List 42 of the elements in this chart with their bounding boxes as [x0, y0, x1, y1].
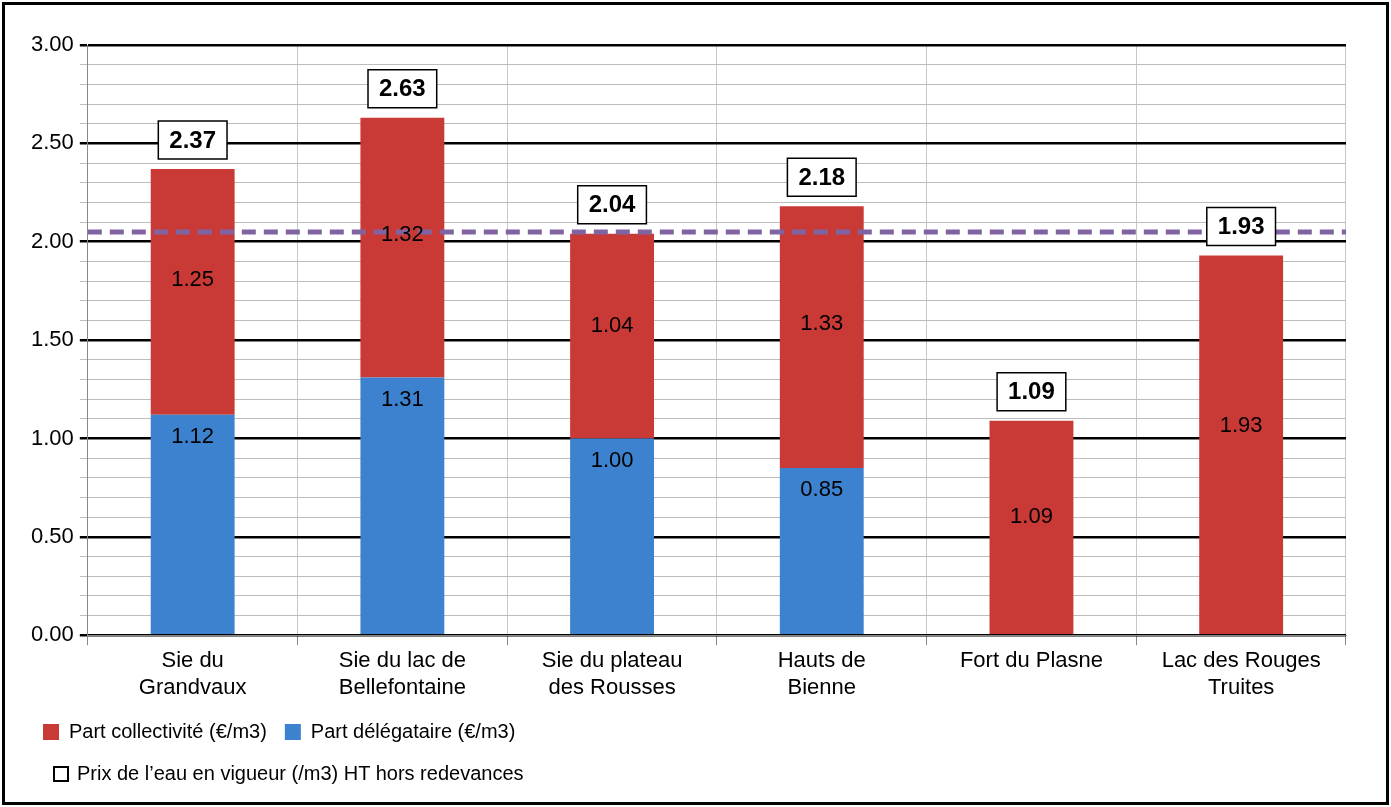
data-label: 1.04 — [590, 312, 634, 337]
data-label: 1.00 — [590, 446, 634, 472]
data-label: 1.33 — [800, 310, 844, 336]
y-tick-label: 1.00 — [30, 424, 74, 450]
y-tick-label: 2.00 — [30, 227, 74, 253]
y-tick-label: 0.50 — [30, 522, 74, 548]
bar — [570, 233, 654, 439]
y-tick-label: 3.00 — [30, 31, 74, 57]
total-label: 2.18 — [798, 162, 846, 190]
data-label: 1.31 — [380, 385, 424, 411]
y-tick-label: 1.50 — [30, 326, 74, 352]
y-tick-label: 2.50 — [30, 129, 74, 155]
bar — [570, 438, 654, 634]
x-tick-label: Sie du lac de Bellefontaine — [338, 647, 466, 699]
data-label: 1.32 — [380, 220, 424, 246]
x-tick-label: Sie du Grandvaux — [138, 647, 247, 699]
total-label: 2.63 — [379, 74, 426, 102]
bar — [360, 377, 445, 634]
data-label: 1.25 — [171, 265, 215, 291]
data-label: 0.85 — [800, 476, 844, 502]
bar — [779, 467, 864, 634]
total-label: 2.37 — [169, 125, 217, 153]
bar — [989, 420, 1074, 634]
bar — [150, 168, 235, 415]
total-label: 1.93 — [1217, 212, 1265, 240]
bar — [779, 206, 864, 468]
x-tick-label: Fort du Plasne — [959, 647, 1103, 673]
total-label: 2.04 — [588, 190, 637, 218]
bar — [1199, 255, 1284, 634]
text: Prix de l’eau en vigueur (/m3) HT hors redevances — [77, 762, 524, 785]
total-label: 1.09 — [1008, 377, 1055, 405]
data-label: 1.12 — [171, 422, 215, 448]
legend-label: Part délégataire (€/m3) — [310, 719, 516, 742]
bar — [360, 117, 445, 378]
bar — [150, 414, 235, 634]
y-tick-label: 0.00 — [30, 621, 74, 647]
x-tick-label: Hauts de Bienne — [777, 647, 866, 699]
legend-label: Part collectivité (€/m3) — [69, 719, 267, 742]
x-tick-label: Sie du plateau des Rousses — [541, 647, 683, 699]
data-label: 1.09 — [1010, 502, 1053, 528]
x-tick-label: Lac des Rouges Truites — [1161, 647, 1321, 699]
data-label: 1.93 — [1219, 411, 1263, 437]
